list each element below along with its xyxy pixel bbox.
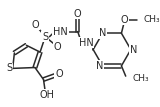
Text: OH: OH <box>39 90 54 100</box>
Text: N: N <box>96 61 104 71</box>
Text: HN: HN <box>53 27 68 37</box>
Text: N: N <box>130 45 137 55</box>
Text: CH₃: CH₃ <box>132 74 149 83</box>
Text: S: S <box>42 32 48 42</box>
Text: S: S <box>6 63 12 73</box>
Text: O: O <box>53 42 61 52</box>
Text: O: O <box>55 69 63 79</box>
Text: O: O <box>74 9 82 19</box>
Text: HN: HN <box>79 38 94 48</box>
Text: N: N <box>99 28 106 38</box>
Text: O: O <box>31 20 39 30</box>
Text: O: O <box>120 15 128 25</box>
Text: CH₃: CH₃ <box>144 15 160 24</box>
